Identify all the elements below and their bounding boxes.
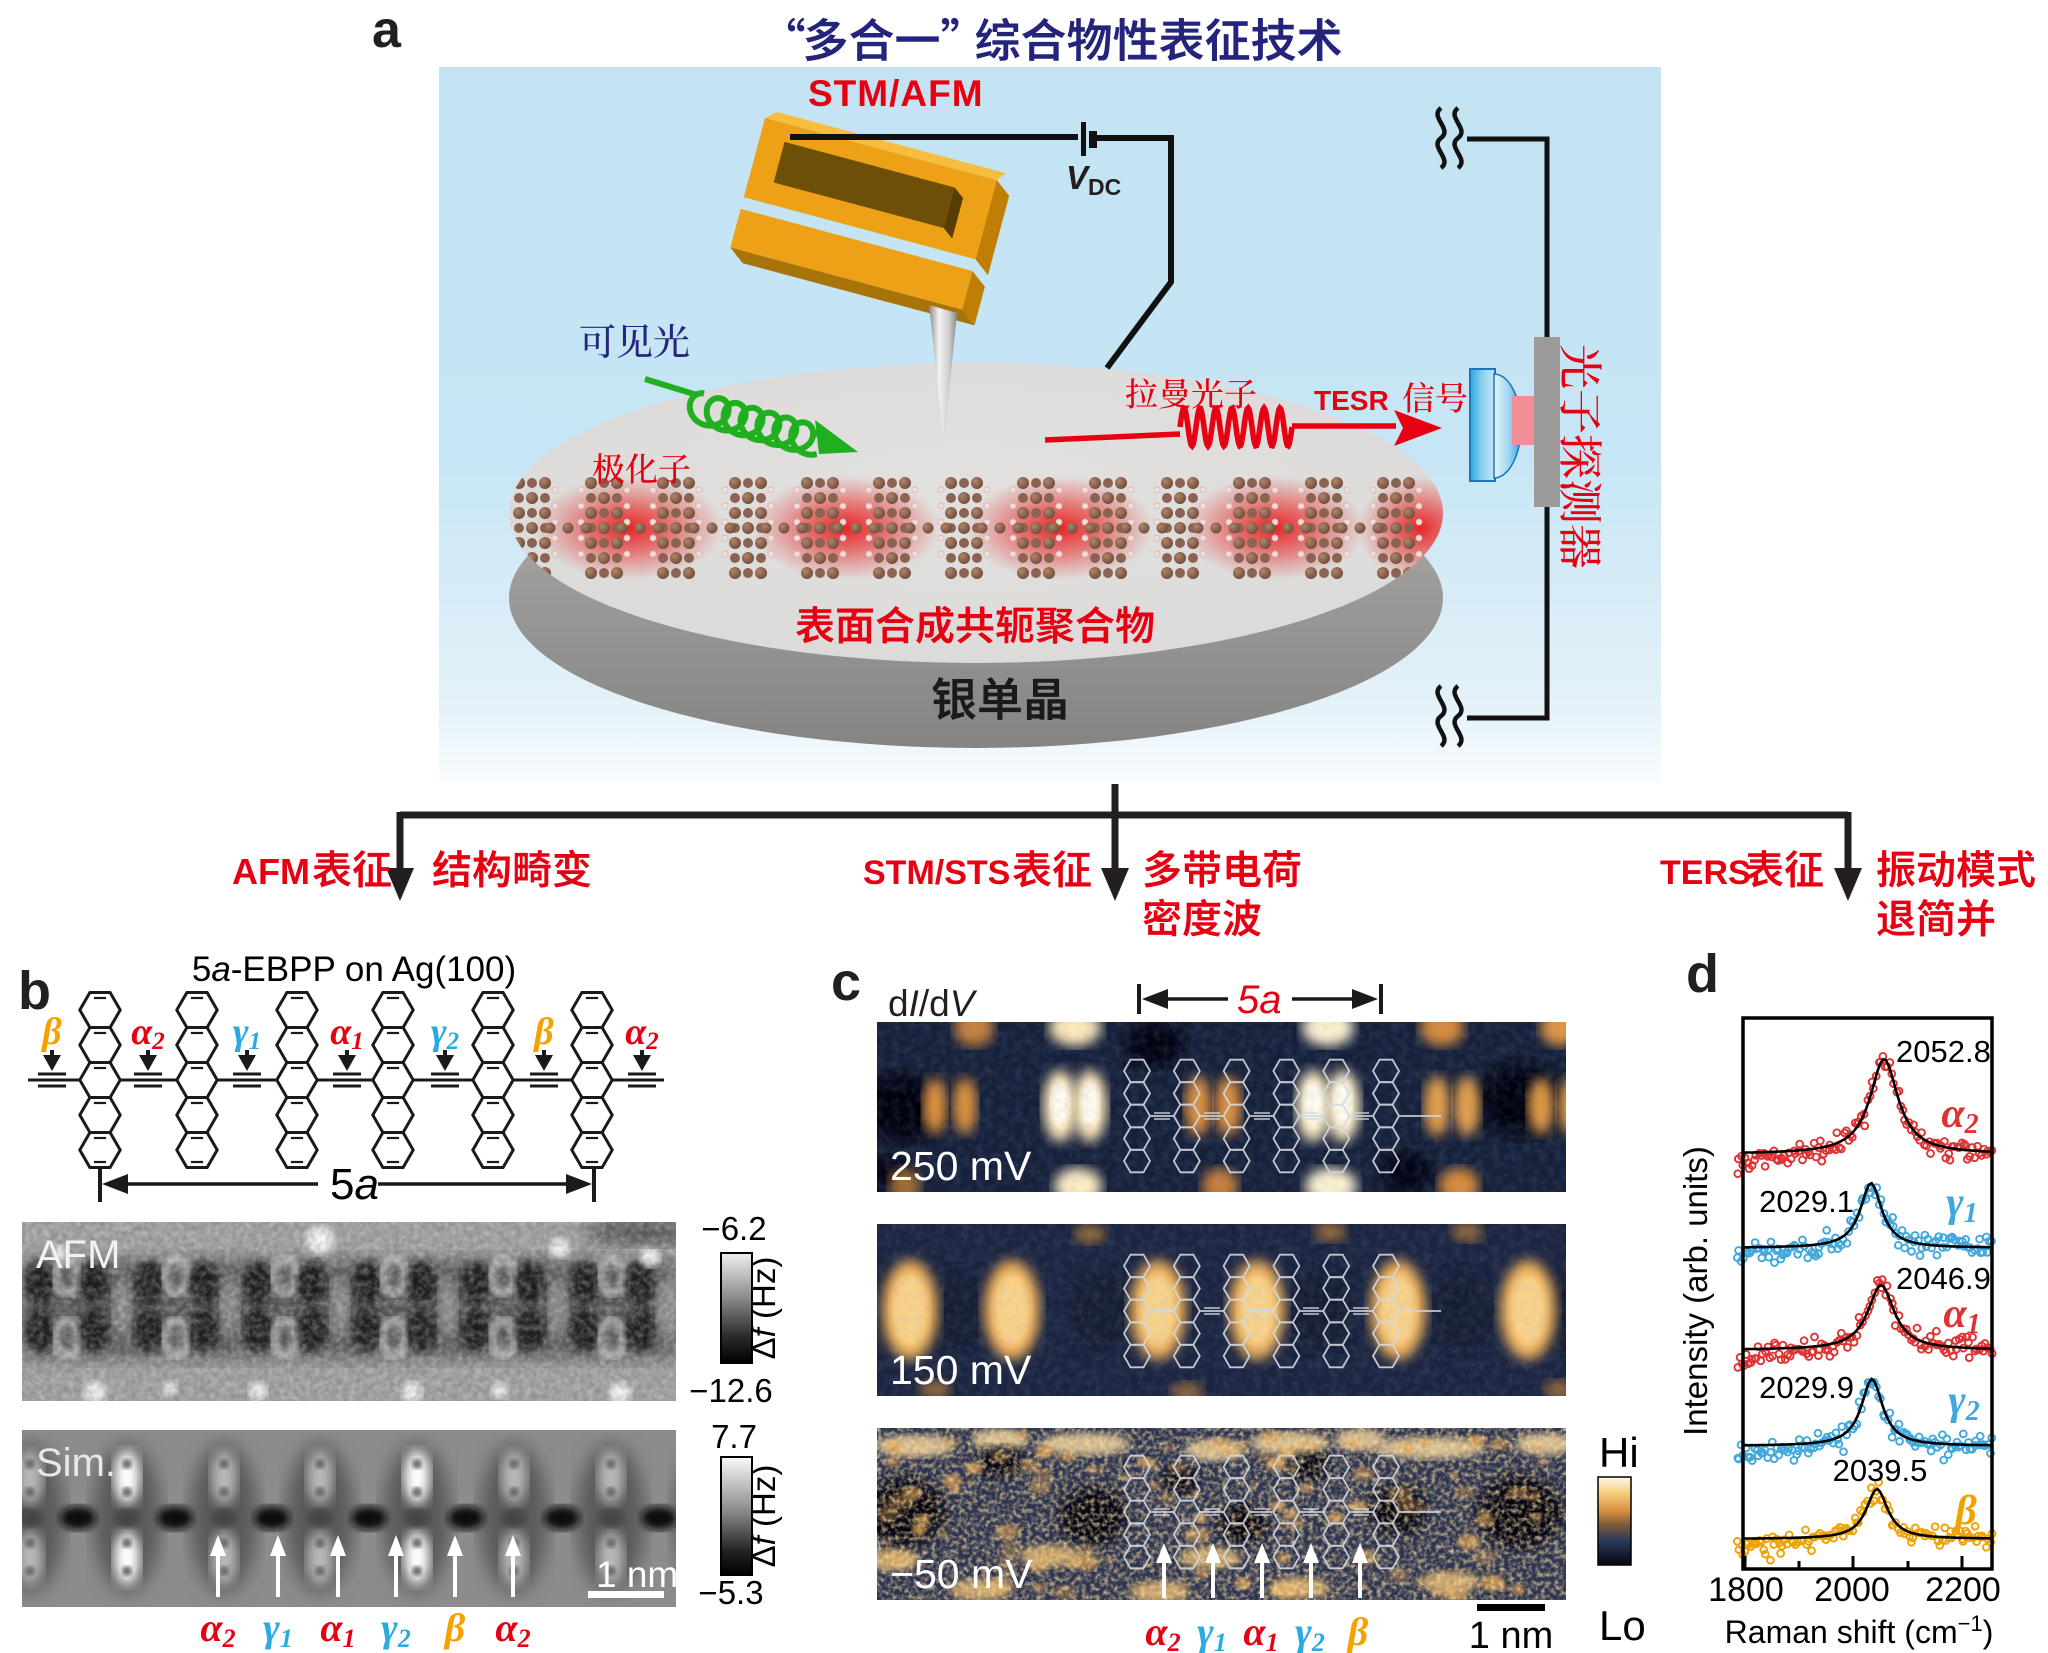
svg-text:γ2: γ2	[431, 1011, 459, 1055]
svg-text:1 nm: 1 nm	[596, 1554, 678, 1595]
svg-text:250 mV: 250 mV	[890, 1143, 1032, 1189]
svg-text:γ1: γ1	[233, 1011, 261, 1055]
svg-text:α2: α2	[625, 1011, 659, 1055]
svg-text:β: β	[40, 1011, 62, 1053]
svg-text:Sim.: Sim.	[36, 1441, 116, 1485]
svg-text:AFM: AFM	[232, 851, 310, 892]
svg-text:α2: α2	[131, 1011, 165, 1055]
svg-text:d: d	[1686, 944, 1719, 1004]
svg-text:Intensity (arb. units): Intensity (arb. units)	[1677, 1146, 1714, 1436]
svg-text:γ2: γ2	[1948, 1378, 1979, 1427]
svg-text:Raman shift (cm−1): Raman shift (cm−1)	[1725, 1611, 1994, 1650]
svg-text:dI/dV: dI/dV	[888, 983, 978, 1024]
svg-text:5a: 5a	[330, 1160, 379, 1209]
svg-text:7.7: 7.7	[711, 1418, 757, 1455]
svg-text:2039.5: 2039.5	[1833, 1453, 1928, 1488]
svg-text:b: b	[18, 961, 51, 1021]
svg-text:TESR: TESR	[1314, 385, 1389, 416]
svg-text:2029.9: 2029.9	[1759, 1370, 1854, 1405]
svg-text:2000: 2000	[1814, 1571, 1890, 1609]
svg-text:γ2: γ2	[1295, 1609, 1325, 1653]
svg-text:α1: α1	[1243, 1609, 1278, 1653]
svg-text:α2: α2	[1145, 1609, 1180, 1653]
svg-text:α2: α2	[1941, 1091, 1978, 1140]
svg-text:AFM: AFM	[36, 1233, 120, 1277]
svg-text:γ1: γ1	[1197, 1609, 1227, 1653]
svg-text:TERS: TERS	[1660, 854, 1751, 892]
svg-text:2052.8: 2052.8	[1896, 1034, 1991, 1069]
svg-text:Δf (Hz): Δf (Hz)	[745, 1465, 782, 1568]
svg-text:5a-EBPP on Ag(100): 5a-EBPP on Ag(100)	[192, 950, 516, 989]
svg-text:−6.2: −6.2	[701, 1210, 766, 1247]
svg-text:Δf (Hz): Δf (Hz)	[745, 1257, 782, 1360]
svg-text:β: β	[1346, 1609, 1369, 1653]
svg-text:α1: α1	[330, 1011, 364, 1055]
svg-text:γ1: γ1	[263, 1605, 293, 1653]
svg-text:2200: 2200	[1925, 1571, 2001, 1609]
svg-text:2046.9: 2046.9	[1896, 1261, 1991, 1296]
svg-text:α2: α2	[495, 1605, 530, 1653]
svg-text:γ2: γ2	[381, 1605, 411, 1653]
svg-text:β: β	[532, 1011, 554, 1053]
svg-text:150 mV: 150 mV	[890, 1347, 1032, 1393]
svg-text:c: c	[831, 952, 861, 1012]
svg-text:STM/STS: STM/STS	[863, 854, 1010, 892]
svg-text:2029.1: 2029.1	[1759, 1184, 1854, 1219]
svg-text:α2: α2	[200, 1605, 235, 1653]
svg-text:−12.6: −12.6	[689, 1372, 773, 1409]
svg-text:STM/AFM: STM/AFM	[808, 73, 984, 114]
svg-text:a: a	[372, 1, 402, 59]
svg-text:γ1: γ1	[1946, 1180, 1977, 1229]
svg-text:α1: α1	[1943, 1291, 1980, 1340]
svg-text:1800: 1800	[1708, 1571, 1784, 1609]
svg-text:VDC: VDC	[1066, 159, 1121, 200]
svg-text:Hi: Hi	[1599, 1429, 1639, 1476]
svg-text:β: β	[1953, 1488, 1977, 1534]
svg-text:α1: α1	[320, 1605, 355, 1653]
svg-text:1 nm: 1 nm	[1469, 1615, 1553, 1653]
svg-text:−5.3: −5.3	[698, 1574, 763, 1611]
svg-text:Lo: Lo	[1599, 1602, 1646, 1649]
svg-text:−50 mV: −50 mV	[890, 1551, 1033, 1597]
svg-text:5a: 5a	[1237, 978, 1282, 1022]
svg-text:β: β	[443, 1605, 466, 1650]
